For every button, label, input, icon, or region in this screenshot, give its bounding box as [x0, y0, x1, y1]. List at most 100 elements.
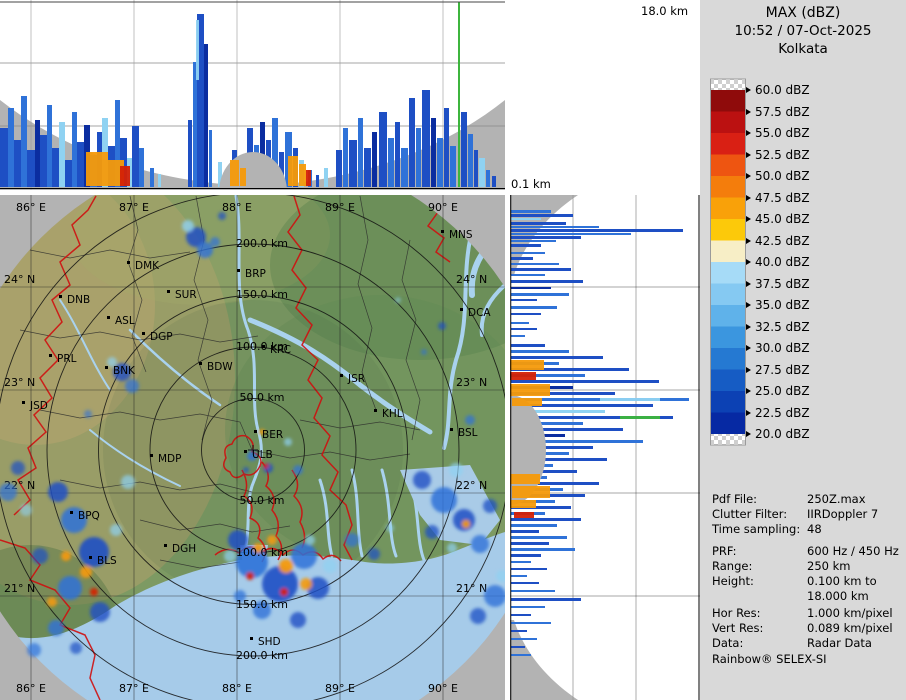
station-marker	[374, 409, 377, 412]
profile-bar	[150, 168, 154, 187]
profile-bar	[437, 138, 443, 187]
station-marker	[244, 450, 247, 453]
map-echo	[395, 297, 401, 303]
legend-swatch	[710, 262, 746, 284]
station-marker	[254, 430, 257, 433]
profile-bar	[511, 233, 631, 235]
map-echo	[253, 543, 263, 553]
station-label: BSL	[458, 427, 478, 439]
station-marker	[460, 308, 463, 311]
profile-bar	[511, 368, 629, 371]
profile-strong-echo	[514, 512, 534, 518]
legend-swatch	[710, 326, 746, 348]
station-label: BNK	[113, 365, 136, 377]
profile-bar	[511, 210, 551, 213]
profile-bar	[511, 416, 673, 419]
longitude-label: 90° E	[428, 682, 458, 695]
legend-swatch	[710, 391, 746, 413]
map-echo	[246, 572, 254, 580]
profile-bar	[511, 440, 643, 443]
profile-bar	[511, 268, 571, 271]
range-ring-labels: 200.0 km 150.0 km 100.0 km 50.0 km 50.0 km 10…	[236, 237, 288, 662]
profile-bar	[379, 112, 387, 187]
profile-bar	[209, 130, 212, 187]
latitude-label: 21° N	[4, 582, 35, 595]
profile-bar	[511, 422, 583, 425]
profile-strong-echo	[600, 398, 660, 401]
profile-bar	[444, 108, 449, 187]
station-label: DCA	[468, 307, 491, 319]
legend-entry: 22.5 dBZ	[746, 406, 810, 420]
range-ring-label: 200.0 km	[236, 237, 288, 250]
station-label: BDW	[207, 361, 233, 373]
side-cross-section-plot	[474, 195, 700, 700]
profile-bar	[511, 240, 556, 242]
station-label: JSD	[29, 400, 48, 412]
profile-bar	[511, 428, 623, 431]
profile-bar	[511, 518, 581, 521]
metadata-label: Clutter Filter:	[712, 507, 788, 521]
longitude-label: 89° E	[325, 682, 355, 695]
profile-bar	[511, 506, 571, 509]
product-title: MAX (dBZ)	[765, 5, 841, 21]
profile-bar	[511, 590, 555, 592]
station-label: KRC	[270, 344, 291, 356]
range-ring	[98, 295, 408, 605]
legend-swatch	[710, 176, 746, 198]
profile-bar	[336, 150, 342, 187]
radar-map-panel: 86° E 86° E 87° E 87° E 88° E 88° E 89° E 89° E…	[0, 150, 570, 700]
legend-swatch	[710, 154, 746, 176]
profile-bar	[450, 146, 456, 187]
legend-tick-arrow-icon	[746, 280, 751, 287]
station-label: MNS	[449, 229, 473, 241]
top-panel-strong-echo-overlays	[86, 20, 311, 186]
profile-bar	[279, 152, 284, 187]
station-label: SUR	[175, 289, 197, 301]
profile-bar	[511, 287, 551, 289]
station-label: BRP	[245, 268, 266, 280]
station-marker	[441, 230, 444, 233]
map-echo	[113, 363, 131, 381]
station-label: PRL	[57, 353, 77, 365]
map-echo	[425, 525, 439, 539]
profile-bar	[511, 218, 541, 220]
profile-bar	[272, 118, 278, 187]
profile-bar	[511, 561, 531, 563]
latitude-label: 24° N	[4, 273, 35, 286]
profile-bar	[14, 140, 21, 187]
profile-bar	[511, 568, 547, 570]
side-panel-echo-bars	[511, 210, 689, 656]
station-marker	[237, 269, 240, 272]
map-echo	[462, 520, 470, 528]
map-echo	[11, 461, 25, 475]
map-echo	[210, 237, 220, 247]
legend-swatch	[710, 133, 746, 155]
profile-bar	[511, 244, 541, 247]
map-echoes	[0, 212, 508, 657]
profile-bar	[511, 530, 539, 533]
profile-strong-echo	[299, 164, 306, 186]
profile-strong-echo	[510, 372, 536, 380]
map-echo	[80, 566, 92, 578]
legend-swatch-transparent-high	[710, 79, 746, 90]
legend-entry: 42.5 dBZ	[746, 234, 810, 248]
station-marker	[49, 354, 52, 357]
map-echo	[438, 322, 446, 330]
profile-bar	[416, 128, 421, 187]
legend-tick-arrow-icon	[746, 87, 751, 93]
map-echo	[279, 559, 293, 573]
profile-strong-echo	[510, 384, 550, 396]
map-echo	[280, 588, 288, 596]
map-echo	[413, 471, 431, 489]
legend-entry-label: 45.0 dBZ	[755, 212, 810, 226]
range-ring-label: 150.0 km	[236, 288, 288, 301]
metadata-label: Pdf File:	[712, 492, 758, 506]
profile-bar	[72, 112, 77, 187]
profile-bar	[316, 175, 319, 187]
legend-tick-arrow-icon	[746, 323, 751, 330]
radar-site-name: Kolkata	[778, 41, 828, 57]
state-country-boundaries	[0, 195, 451, 700]
profile-bar	[343, 128, 348, 187]
profile-bar	[349, 140, 357, 187]
station-label: MDP	[158, 453, 181, 465]
